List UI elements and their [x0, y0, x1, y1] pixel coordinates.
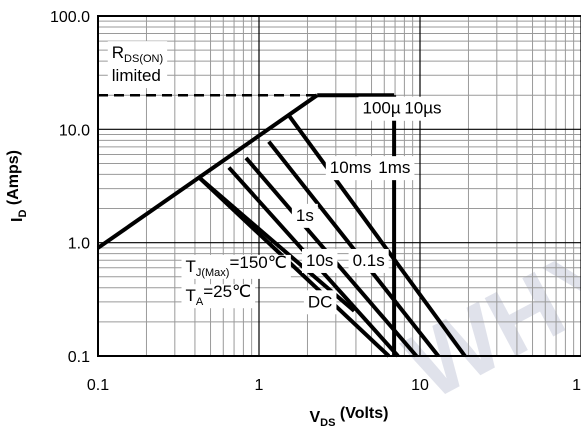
- axis-title-sub: DS: [320, 417, 335, 429]
- rds-on-text: RDS(ON): [112, 43, 163, 65]
- lbl-10s-main: 10s: [306, 251, 333, 270]
- axis-title-rest: (Amps): [5, 150, 22, 210]
- tj-rest: =150℃: [229, 253, 286, 272]
- axis-title-main: I: [9, 218, 26, 222]
- lbl-100us-main: 100µs: [363, 99, 410, 118]
- x-axis-title: VDS (Volts): [310, 405, 389, 429]
- axis-title-sub: D: [17, 210, 29, 218]
- lbl-01s-main: 0.1s: [353, 251, 385, 270]
- lbl-1ms-main: 1ms: [378, 158, 410, 177]
- lbl-10us-main: 10µs: [404, 99, 441, 118]
- lbl-10s-text: 10s: [306, 251, 333, 270]
- series-line-rds-on-limit: [96, 93, 319, 250]
- x-tick-label: 1: [255, 377, 264, 394]
- x-tick-label: 10: [411, 377, 429, 394]
- y-tick-label: 10.0: [59, 122, 90, 139]
- y-tick-label: 1.0: [68, 236, 90, 253]
- tj-sub: J(Max): [196, 267, 230, 279]
- ta-rest: =25℃: [203, 282, 251, 301]
- x-tick-label: 0.1: [87, 377, 109, 394]
- tj-main: T: [185, 257, 195, 276]
- y-axis-ticks: 0.1 1.0 10.0 100.0: [50, 9, 90, 366]
- ta-box: [181, 284, 256, 309]
- lbl-10ms-text: 10ms: [330, 158, 372, 177]
- lbl-10s-box: [302, 248, 338, 273]
- y-tick-label: 100.0: [50, 9, 90, 26]
- tj-text: TJ(Max)=150℃: [185, 253, 286, 279]
- lbl-01s-text: 0.1s: [353, 251, 385, 270]
- minor-grid: [98, 16, 581, 356]
- annotation-layer: RDS(ON)limitedTJ(Max)=150℃TA=25℃100µs10µ…: [107, 41, 446, 315]
- axis-title-rest: (Volts): [335, 405, 388, 422]
- x-axis-ticks: 0.1 1 10 10: [87, 377, 581, 394]
- lbl-10ms-box: [325, 156, 376, 181]
- lbl-1ms-box: [374, 156, 415, 181]
- y-axis-title: ID (Amps): [5, 150, 29, 222]
- lbl-01s-box: [348, 248, 389, 273]
- lbl-10ms-main: 10ms: [330, 158, 372, 177]
- lbl-1s-box: [291, 203, 318, 228]
- plot-frame: [97, 15, 581, 357]
- rds-on-main: R: [112, 43, 124, 62]
- y-tick-label: 0.1: [68, 349, 90, 366]
- lbl-1ms-text: 1ms: [378, 158, 410, 177]
- rds-on-sub: DS(ON): [124, 53, 163, 65]
- ta-sub: A: [196, 296, 204, 308]
- tj-box: [181, 254, 291, 279]
- lbl-100us-text: 100µs: [363, 99, 410, 118]
- rds-on-main: limited: [112, 66, 161, 85]
- lbl-1s-text: 1s: [296, 206, 314, 225]
- series-line-dc: [198, 176, 356, 313]
- x-tick-label: 10: [572, 377, 581, 394]
- lbl-dc-main: DC: [308, 292, 333, 311]
- lbl-10us-text: 10µs: [404, 99, 441, 118]
- lbl-dc-text: DC: [308, 292, 333, 311]
- rds-on-box: [107, 41, 168, 89]
- ta-text: TA=25℃: [185, 282, 251, 308]
- axis-title-main: V: [310, 409, 321, 426]
- series-line-1ms: [287, 115, 467, 358]
- lbl-10us-box: [400, 96, 446, 121]
- lbl-dc-box: [303, 290, 337, 315]
- ta-main: T: [185, 286, 195, 305]
- lbl-1s-main: 1s: [296, 206, 314, 225]
- rds-on-text: limited: [112, 66, 161, 85]
- series-line-10ms: [267, 140, 440, 358]
